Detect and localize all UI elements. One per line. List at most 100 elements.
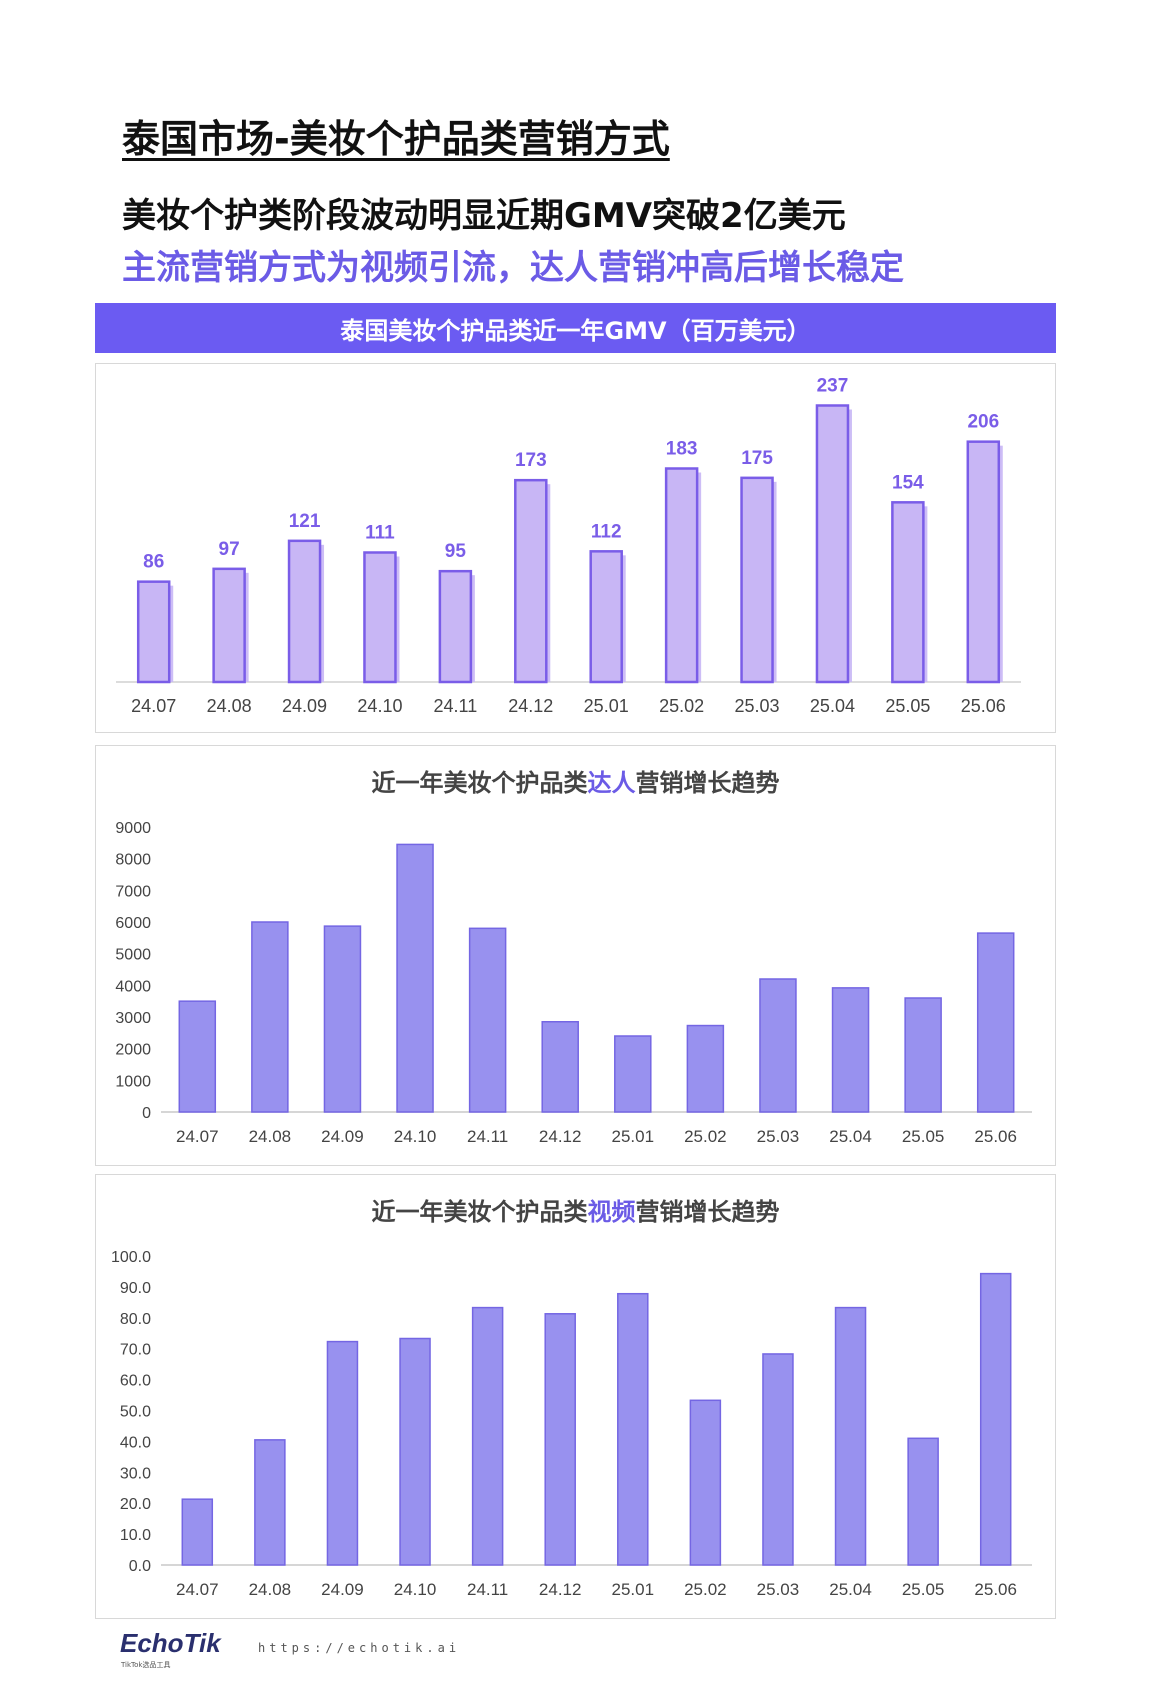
kol-x-tick-label: 24.07	[176, 1127, 219, 1146]
echotik-logo-subtitle: TikTok选品工具	[121, 1661, 171, 1669]
video-bar	[326, 1340, 359, 1566]
gmv-bar	[287, 539, 322, 684]
gmv-data-label: 86	[143, 552, 164, 573]
video-x-tick-label: 24.07	[176, 1580, 219, 1599]
kol-chart-title-suffix: 营销增长趋势	[635, 769, 780, 797]
gmv-bar	[966, 440, 1001, 684]
gmv-data-label: 183	[666, 439, 698, 460]
video-bar	[254, 1439, 286, 1566]
kol-bar	[904, 997, 942, 1113]
kol-y-tick-label: 2000	[115, 1042, 151, 1059]
gmv-bar	[891, 501, 925, 684]
gmv-data-label: 121	[289, 511, 321, 532]
gmv-data-label: 206	[967, 412, 999, 433]
headline-primary: 美妆个护类阶段波动明显近期GMV突破2亿美元	[122, 196, 846, 236]
kol-bar	[396, 843, 434, 1113]
kol-y-tick-label: 9000	[115, 820, 151, 837]
gmv-chart-banner: 泰国美妆个护品类近一年GMV（百万美元）	[95, 303, 1056, 353]
kol-x-tick-label: 25.04	[829, 1127, 872, 1146]
page-title: 泰国市场-美妆个护品类营销方式	[122, 117, 670, 161]
gmv-x-tick-label: 24.10	[357, 696, 402, 716]
kol-y-tick-label: 4000	[115, 978, 151, 995]
video-chart-title-prefix: 近一年美妆个护品类	[371, 1198, 588, 1226]
kol-bar-chart: 0 1000 2000 3000 4000 5000 6000 7000 8000 9000 24.…	[115, 820, 1032, 1146]
kol-bar	[976, 932, 1015, 1113]
gmv-x-tick-label: 24.11	[434, 696, 478, 716]
video-chart-title: 近一年美妆个护品类视频营销增长趋势	[96, 1192, 1055, 1227]
headline-secondary: 主流营销方式为视频引流，达人营销冲高后增长稳定	[122, 248, 904, 288]
video-y-tick-label: 80.0	[120, 1311, 151, 1328]
video-bar	[471, 1306, 504, 1566]
video-y-tick-label: 50.0	[120, 1404, 151, 1421]
gmv-data-label: 112	[591, 521, 622, 542]
kol-y-tick-label: 0	[142, 1105, 151, 1122]
gmv-x-tick-label: 25.03	[735, 696, 780, 716]
gmv-x-tick-label: 24.07	[131, 696, 176, 716]
video-x-tick-label: 25.02	[684, 1580, 727, 1599]
video-x-tick-label: 25.06	[974, 1580, 1017, 1599]
kol-chart-title-highlight: 达人	[587, 769, 636, 797]
video-x-tick-label: 24.10	[394, 1580, 437, 1599]
kol-x-tick-label: 24.12	[539, 1127, 582, 1146]
gmv-x-tick-label: 25.06	[961, 696, 1006, 716]
video-y-tick-label: 10.0	[120, 1527, 151, 1544]
gmv-bar	[740, 476, 774, 684]
video-chart-panel: 近一年美妆个护品类视频营销增长趋势 0.0 10.0 20.0 30.0 40.0 50.…	[95, 1174, 1056, 1619]
gmv-data-label: 154	[892, 472, 924, 493]
gmv-chart-panel: 86 24.07 97 24.08 121 24.09 111 24.10 95 24.11 173…	[95, 363, 1056, 733]
gmv-x-tick-label: 24.09	[282, 696, 327, 716]
gmv-x-tick-label: 24.12	[508, 696, 553, 716]
kol-bar	[831, 987, 870, 1113]
gmv-bar	[589, 550, 623, 684]
kol-y-tick-label: 7000	[115, 883, 151, 900]
kol-bar	[759, 978, 797, 1113]
kol-y-tick-label: 8000	[115, 852, 151, 869]
kol-y-tick-label: 6000	[115, 915, 151, 932]
video-x-tick-label: 25.04	[829, 1580, 872, 1599]
kol-x-tick-label: 25.03	[757, 1127, 800, 1146]
kol-y-tick-label: 1000	[115, 1073, 151, 1090]
video-y-tick-label: 70.0	[120, 1342, 151, 1359]
gmv-x-tick-label: 25.04	[810, 696, 855, 716]
kol-x-tick-label: 24.08	[249, 1127, 292, 1146]
video-bar	[762, 1353, 794, 1566]
video-y-tick-label: 60.0	[120, 1373, 151, 1390]
gmv-bar	[664, 467, 699, 684]
gmv-bar-chart: 86 24.07 97 24.08 121 24.09 111 24.10 95 24.11 173…	[116, 376, 1021, 716]
video-bar	[617, 1292, 649, 1566]
gmv-bar	[438, 569, 473, 684]
video-bar	[181, 1498, 214, 1566]
gmv-data-label: 237	[817, 376, 849, 397]
gmv-x-tick-label: 24.08	[207, 696, 252, 716]
video-y-tick-label: 20.0	[120, 1496, 151, 1513]
kol-x-tick-label: 25.06	[974, 1127, 1017, 1146]
kol-bar	[541, 1021, 579, 1113]
kol-bar	[686, 1024, 725, 1113]
gmv-data-label: 175	[741, 448, 773, 469]
kol-x-tick-label: 25.05	[902, 1127, 945, 1146]
video-bar	[907, 1437, 939, 1566]
kol-chart-panel: 近一年美妆个护品类达人营销增长趋势 0 1000 2000 3000 4000 5000 6…	[95, 745, 1056, 1166]
gmv-data-label: 111	[365, 523, 395, 544]
video-x-tick-label: 24.11	[467, 1580, 508, 1599]
kol-x-tick-label: 24.10	[394, 1127, 437, 1146]
video-y-tick-label: 30.0	[120, 1465, 151, 1482]
kol-bar	[468, 927, 507, 1113]
gmv-data-label: 173	[515, 450, 547, 471]
kol-x-tick-label: 24.11	[467, 1127, 508, 1146]
video-bar	[834, 1306, 867, 1566]
video-y-tick-label: 40.0	[120, 1434, 151, 1451]
video-x-tick-label: 24.12	[539, 1580, 582, 1599]
video-x-tick-label: 25.01	[612, 1580, 655, 1599]
video-bar	[544, 1313, 576, 1566]
video-chart-title-suffix: 营销增长趋势	[635, 1198, 780, 1226]
video-x-tick-label: 24.09	[321, 1580, 364, 1599]
gmv-bar	[212, 567, 246, 684]
footer-url-link[interactable]: https://echotik.ai	[258, 1641, 461, 1655]
video-y-tick-label: 100.0	[111, 1249, 151, 1266]
kol-x-tick-label: 25.01	[612, 1127, 655, 1146]
gmv-bar	[815, 404, 850, 684]
gmv-bar	[514, 478, 548, 684]
kol-bar	[251, 921, 289, 1113]
kol-bar	[178, 1000, 217, 1113]
